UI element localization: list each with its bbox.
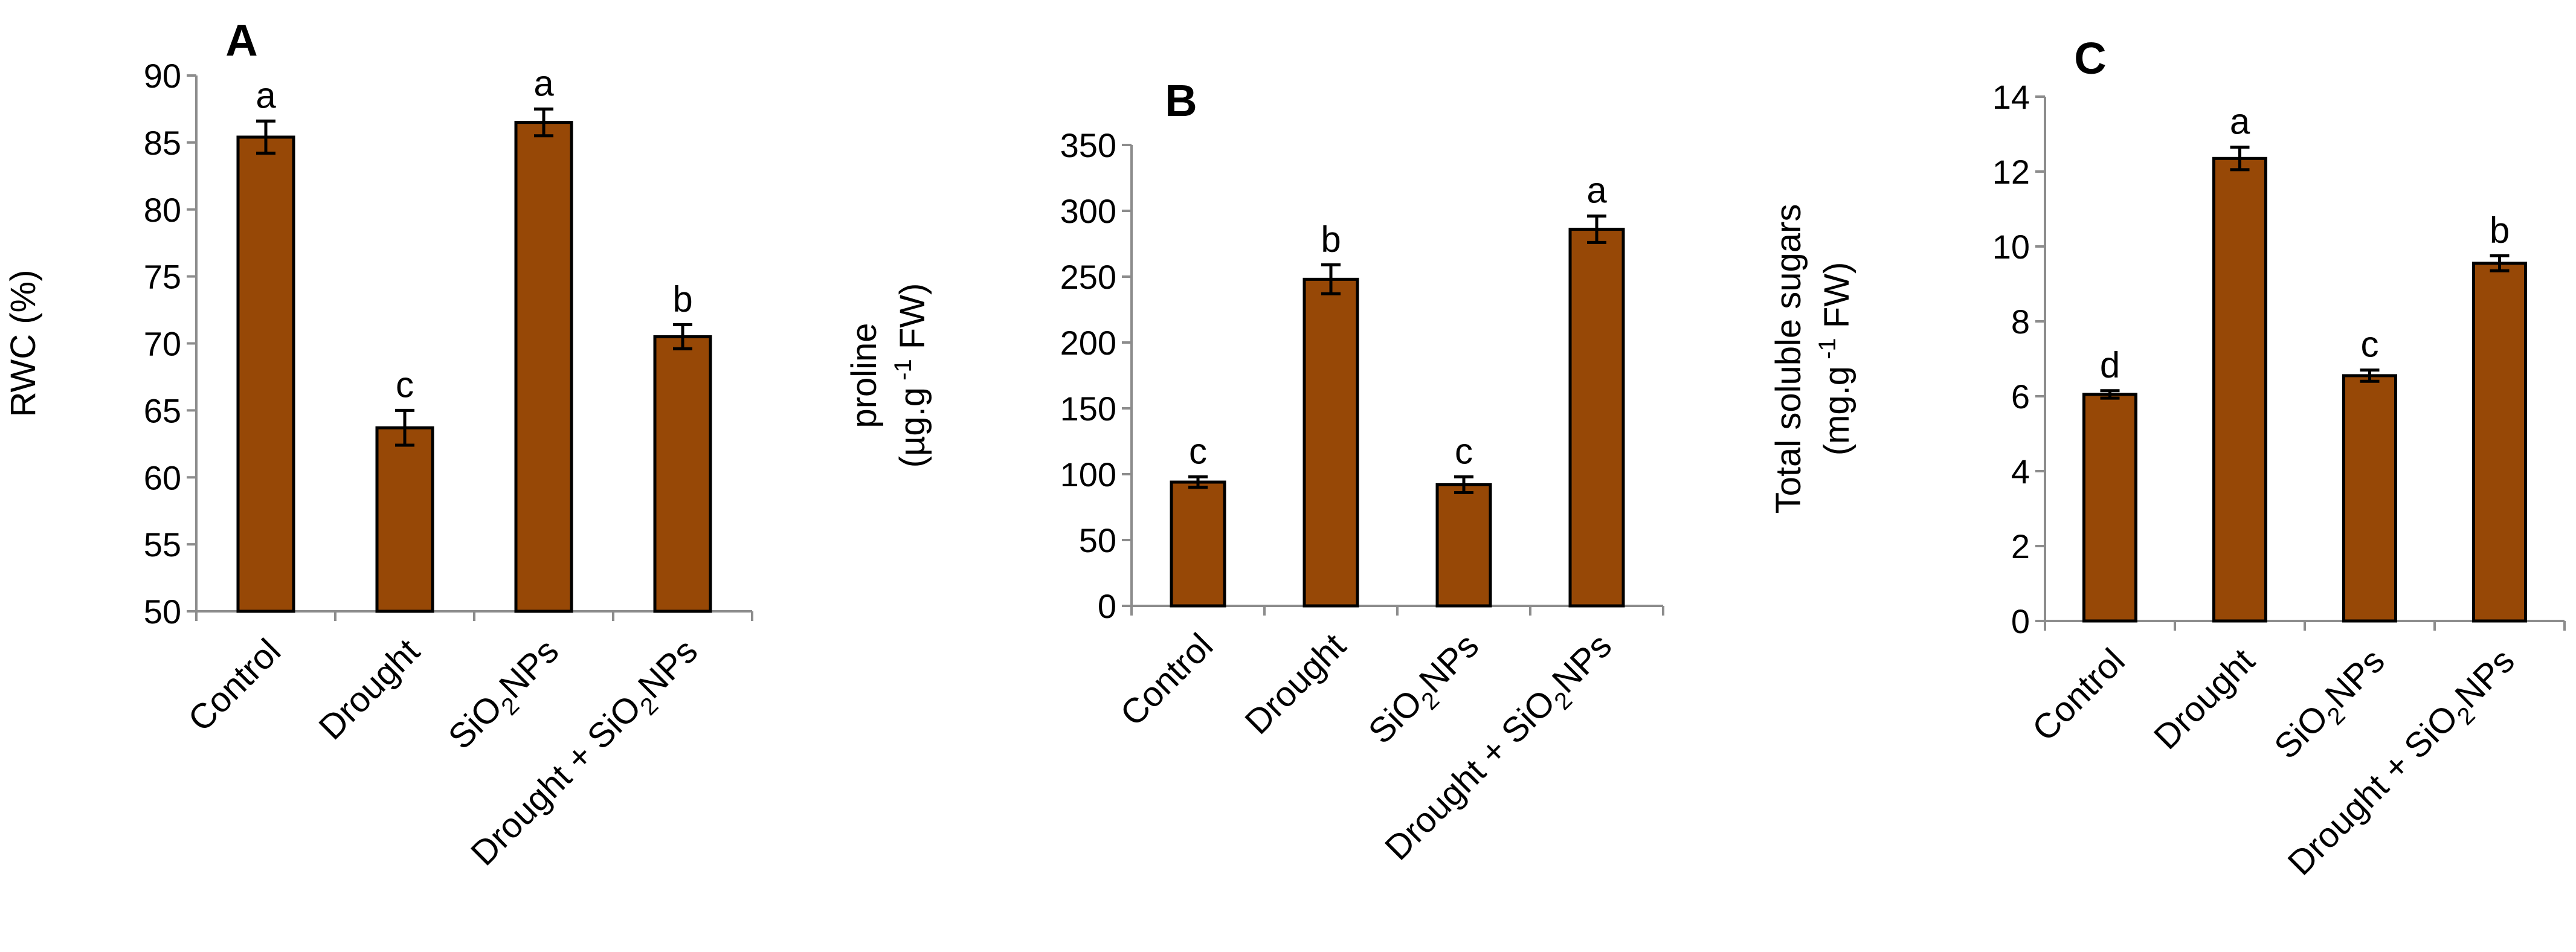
y-tick-label: 0 (2011, 602, 2030, 640)
bar (2342, 374, 2397, 623)
bar (653, 335, 712, 613)
x-category-label: Drought (1237, 626, 1353, 742)
chart-panel-c: 0 2 4 6 8 10 12 14 d Control a Drought c SiO2NPs b Drou… (1769, 33, 2566, 888)
y-axis-title: RWC (%) (4, 270, 43, 417)
y-tick-label: 80 (144, 191, 181, 229)
significance-letter: d (2100, 345, 2120, 385)
significance-letter: b (2490, 210, 2510, 251)
y-tick-label: 100 (1060, 455, 1116, 494)
x-category-label: Drought (2146, 641, 2262, 757)
y-tick-label: 55 (144, 526, 181, 564)
y-tick-label: 6 (2011, 378, 2030, 416)
x-category-label: Drought (311, 631, 427, 747)
y-tick-label: 14 (1992, 78, 2030, 116)
bar (2082, 393, 2137, 623)
bar (375, 426, 434, 613)
x-category-label: Drought + SiO2NPs (1377, 626, 1624, 873)
bar (1170, 480, 1226, 608)
y-tick-label: 50 (144, 593, 181, 631)
significance-letter: c (1455, 431, 1473, 471)
chart-panel-b: 0 50 100 150 200 250 300 350 c Control b Drought c Si… (845, 76, 1664, 873)
y-tick-label: 250 (1060, 258, 1116, 296)
x-category-label: Control (2025, 641, 2133, 748)
bar (1435, 483, 1492, 608)
y-tick-label: 12 (1992, 153, 2030, 191)
y-tick-label: 50 (1079, 521, 1116, 559)
x-category-label: Control (181, 631, 288, 739)
bar (236, 135, 295, 613)
bar (2212, 156, 2267, 623)
y-tick-label: 60 (144, 458, 181, 497)
significance-letter: b (1321, 219, 1341, 259)
x-category-label: SiO2NPs (1361, 626, 1492, 756)
y-tick-label: 300 (1060, 192, 1116, 230)
significance-letter: c (396, 364, 414, 405)
panel-label: B (1165, 76, 1197, 126)
significance-letter: a (1586, 170, 1607, 211)
significance-letter: a (533, 63, 554, 103)
y-tick-label: 350 (1060, 126, 1116, 164)
y-tick-label: 70 (144, 325, 181, 363)
y-tick-label: 75 (144, 258, 181, 296)
significance-letter: a (2230, 101, 2250, 142)
bar (1568, 228, 1625, 608)
y-tick-label: 4 (2011, 452, 2030, 490)
y-axis-title: Total soluble sugars (1769, 204, 1808, 514)
y-tick-label: 8 (2011, 303, 2030, 341)
x-category-label: Drought + SiO2NPs (463, 631, 710, 878)
y-tick-label: 90 (144, 57, 181, 95)
chart-panel-a: 50 55 60 65 70 75 80 85 90 a Control c Drought a SiO2N… (4, 15, 753, 878)
panel-label: A (225, 15, 257, 65)
y-tick-label: 0 (1098, 587, 1116, 625)
x-category-label: SiO2NPs (441, 631, 572, 762)
y-axis-title: (µg.g -1 FW) (890, 283, 932, 468)
y-tick-label: 85 (144, 124, 181, 162)
bar (1302, 277, 1359, 608)
significance-letter: c (1189, 431, 1207, 471)
significance-letter: a (256, 75, 276, 115)
x-category-label: SiO2NPs (2267, 641, 2397, 771)
bar (514, 121, 573, 613)
y-axis-title: proline (845, 323, 884, 428)
significance-letter: c (2361, 324, 2379, 365)
x-category-label: Control (1113, 626, 1220, 733)
y-tick-label: 200 (1060, 324, 1116, 362)
y-tick-label: 2 (2011, 527, 2030, 565)
significance-letter: b (672, 278, 692, 319)
y-axis-title: (mg.g -1 FW) (1814, 262, 1856, 456)
panel-label: C (2074, 33, 2106, 83)
y-tick-label: 150 (1060, 390, 1116, 428)
x-category-label: Drought + SiO2NPs (2280, 641, 2527, 888)
y-tick-label: 10 (1992, 228, 2030, 266)
y-tick-label: 65 (144, 391, 181, 429)
bar (2472, 262, 2527, 623)
